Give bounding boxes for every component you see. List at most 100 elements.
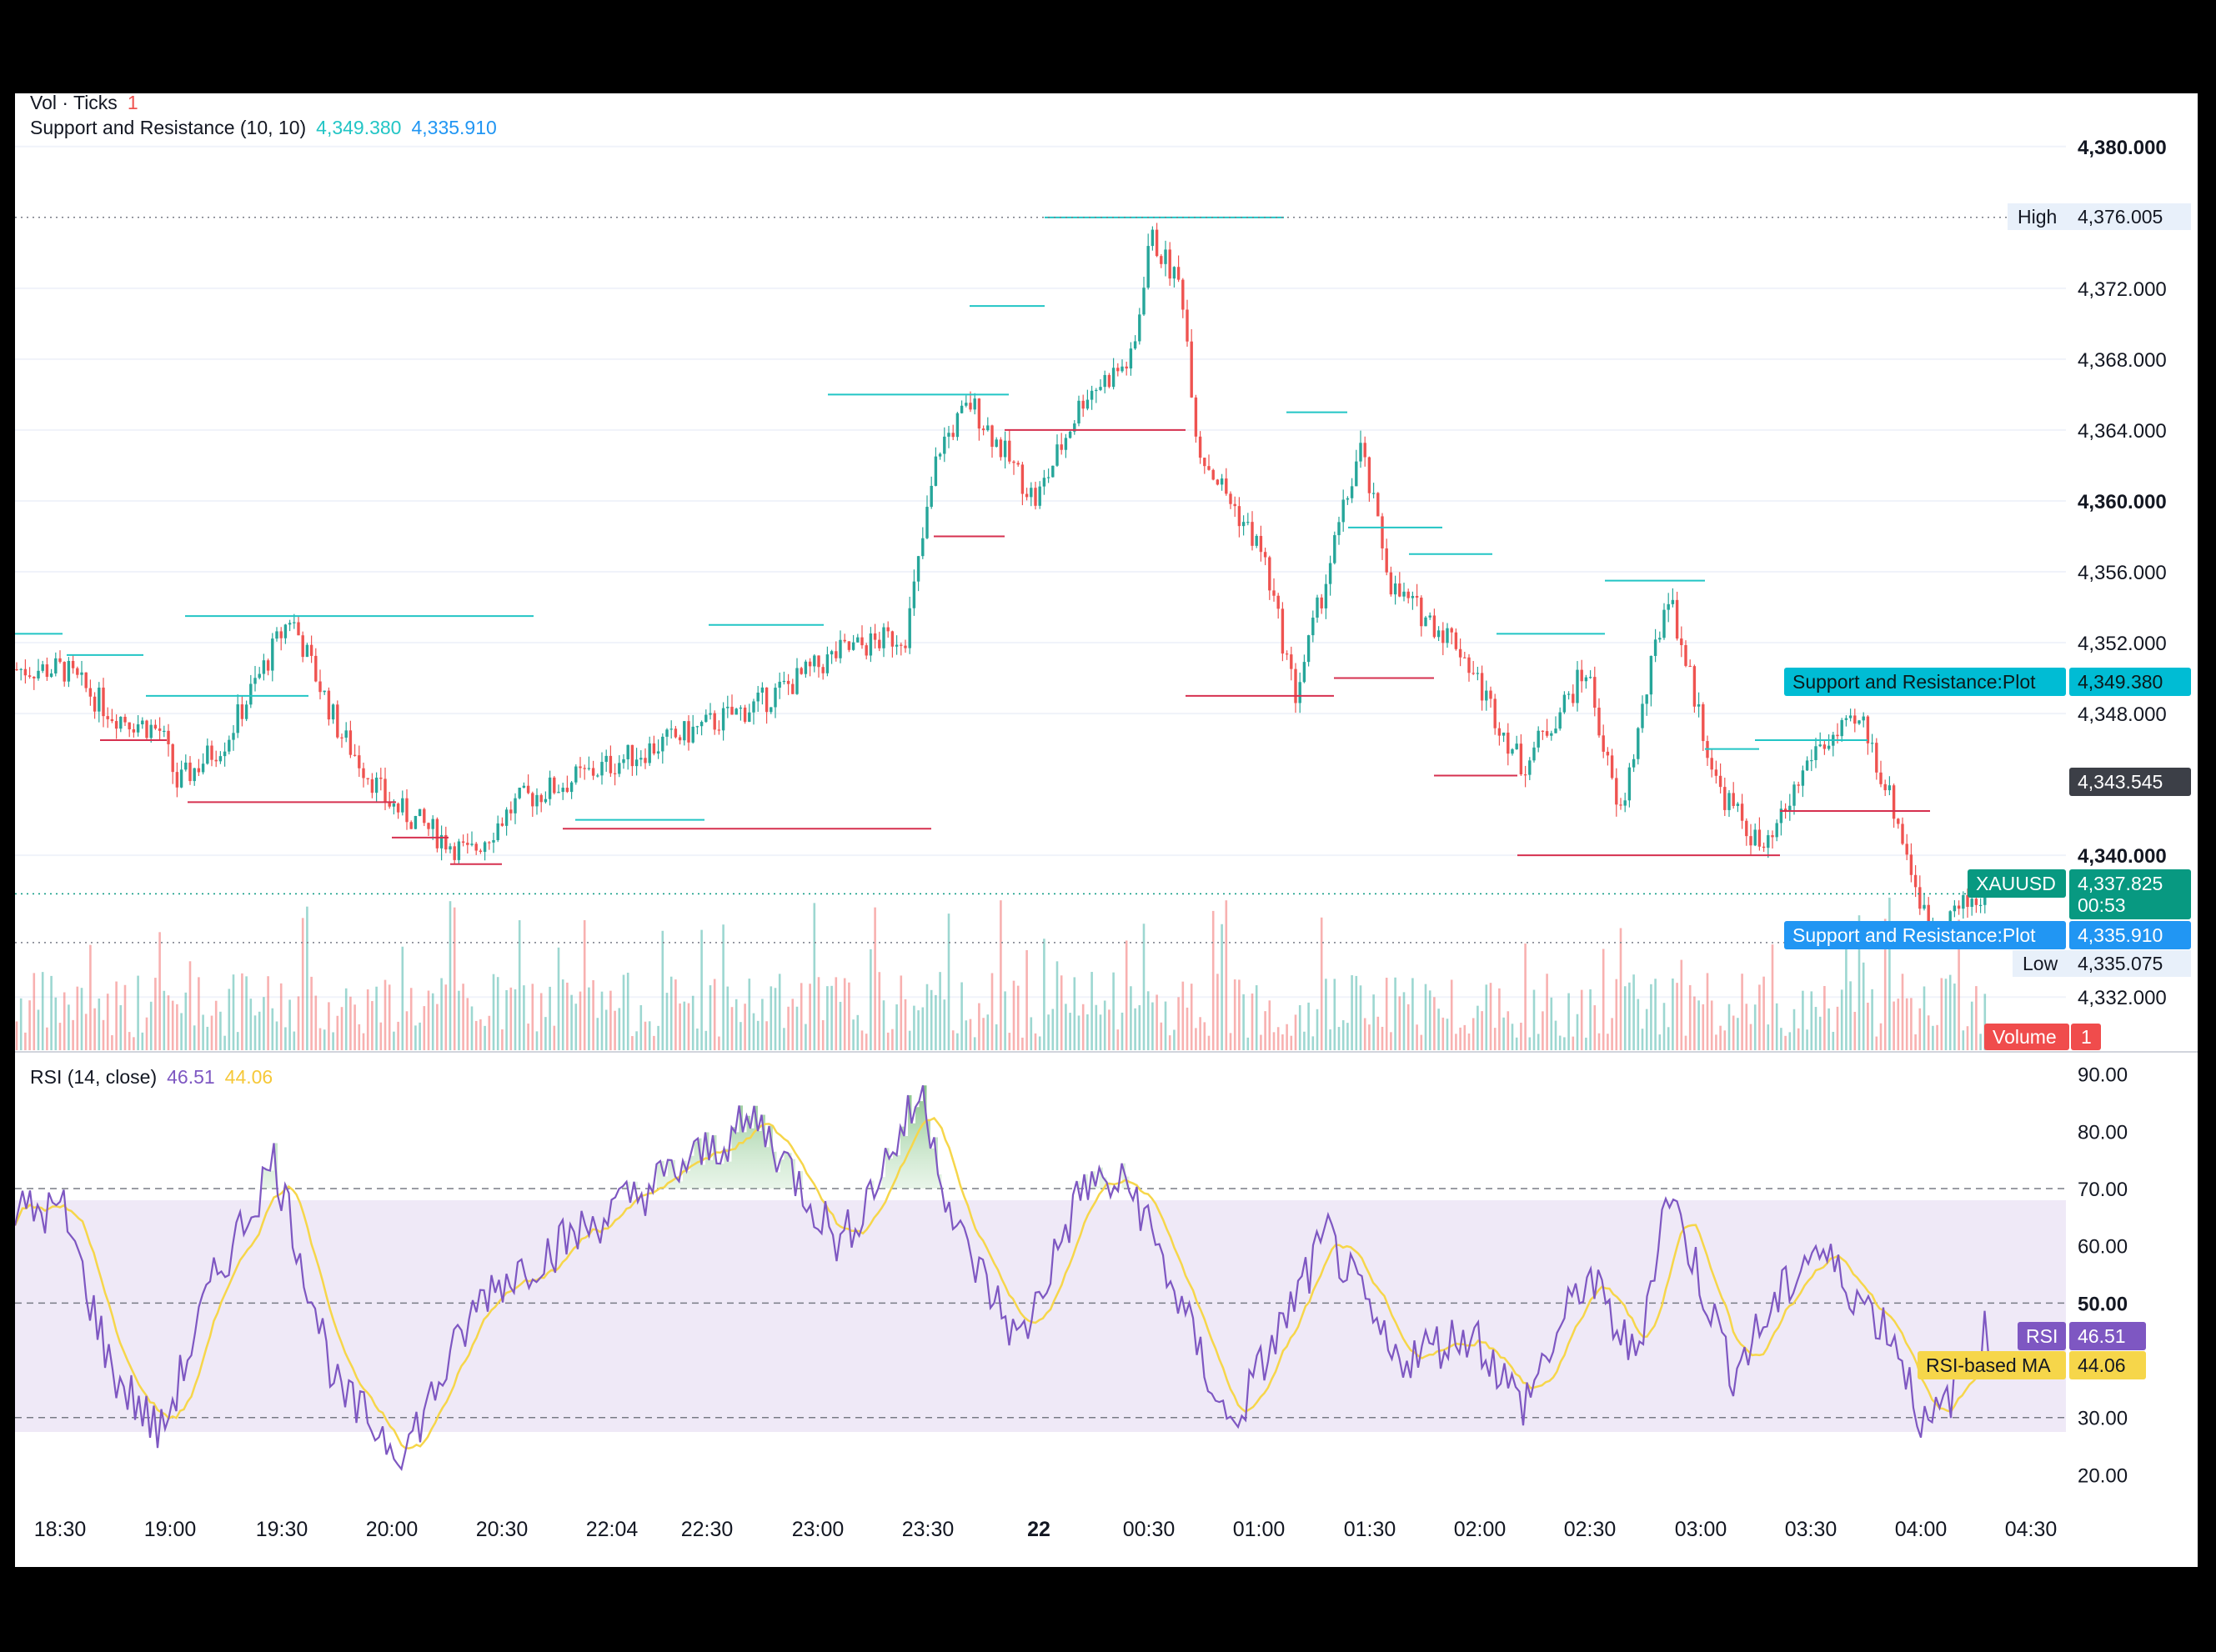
volume-bar <box>1272 1032 1276 1050</box>
candle-body <box>1948 911 1952 927</box>
candle-body <box>1064 438 1068 450</box>
volume-bar <box>1784 1035 1787 1050</box>
candle-body <box>630 744 634 767</box>
candle-body <box>995 439 998 448</box>
volume-bar <box>744 1004 746 1050</box>
volume-bar <box>1381 1026 1384 1050</box>
price-tick-label: 4,364.000 <box>2078 420 2167 443</box>
volume-bar <box>388 984 391 1050</box>
time-tick-label: 23:30 <box>902 1518 955 1541</box>
candle-body <box>839 639 842 658</box>
volume-bar <box>154 978 157 1050</box>
volume-bar <box>1073 977 1076 1050</box>
volume-bar <box>458 990 460 1050</box>
candle-body <box>1983 894 1987 905</box>
candle-body <box>1892 785 1896 819</box>
candle-body <box>102 687 105 717</box>
candle-body <box>930 485 933 508</box>
candle-body <box>1203 458 1206 467</box>
high-tag: High 4,376.005 <box>2008 203 2191 230</box>
candle-body <box>466 843 469 845</box>
volume-bar <box>791 999 795 1050</box>
volume-bar <box>375 986 378 1050</box>
volume-bar <box>1862 962 1865 1050</box>
candle-body <box>1337 522 1341 536</box>
volume-bar <box>1593 1005 1597 1050</box>
volume-bar <box>1130 986 1132 1050</box>
time-axis[interactable]: 18:30 19:00 19:30 20:00 20:30 22:04 22:30 23:00… <box>34 1518 2058 1541</box>
candle-body <box>869 633 873 656</box>
volume-bar <box>1341 1020 1345 1050</box>
volume-bar <box>1962 1030 1965 1050</box>
resistance-tag: Support and Resistance:Plot 4,349.380 <box>1784 668 2191 696</box>
candle-body <box>1246 522 1250 523</box>
volume-bar <box>133 1037 135 1050</box>
candle-body <box>1393 583 1397 595</box>
candle-body <box>1255 535 1258 546</box>
candle-body <box>522 785 526 788</box>
candle-body <box>1281 608 1285 654</box>
volume-bar <box>193 1025 196 1050</box>
volume-bar <box>1524 944 1527 1050</box>
rsi-axis[interactable]: 90.00 80.00 70.00 60.00 50.00 30.00 20.00 <box>2078 1064 2128 1488</box>
volume-bar <box>1827 1008 1830 1050</box>
candle-body <box>1879 772 1883 784</box>
candle-body <box>388 801 391 807</box>
candle-body <box>1020 464 1025 494</box>
volume-bar <box>1398 996 1401 1050</box>
candle-body <box>1012 461 1015 463</box>
candle-body <box>531 793 534 807</box>
volume-bar <box>882 1000 885 1050</box>
candle-body <box>431 818 434 829</box>
candle-body <box>865 645 868 656</box>
volume-bar <box>1645 1009 1648 1050</box>
volume-bar <box>943 999 946 1050</box>
volume-bar <box>1948 974 1952 1050</box>
volume-bar <box>665 993 669 1050</box>
volume-bar <box>1676 983 1678 1050</box>
volume-bar <box>604 1009 608 1050</box>
volume-bar <box>908 1030 911 1050</box>
candle-body <box>1619 804 1622 806</box>
candle-body <box>890 631 895 647</box>
volume-bar <box>1095 1004 1098 1050</box>
volume-bar <box>279 983 283 1050</box>
candle-body <box>947 433 950 437</box>
volume-bar <box>41 972 44 1050</box>
volume-bar <box>535 1031 539 1050</box>
candle-body <box>973 398 976 410</box>
volume-bar <box>1970 1001 1973 1050</box>
volume-bar <box>466 998 469 1050</box>
candle-body <box>266 660 270 671</box>
candle-body <box>1558 712 1562 729</box>
candle-body <box>1727 793 1731 810</box>
volume-bar <box>1498 988 1501 1050</box>
volume-bar <box>431 993 434 1050</box>
volume-bar <box>1507 1011 1510 1050</box>
volume-bar <box>98 999 101 1050</box>
volume-bar <box>1394 977 1396 1050</box>
volume-bar <box>614 1010 616 1050</box>
volume-bar <box>1658 1034 1662 1050</box>
candle-body <box>1003 440 1007 458</box>
resistance-tag-value: 4,349.380 <box>2078 671 2163 693</box>
volume-bar <box>1723 1030 1727 1050</box>
volume-bar <box>1662 1003 1666 1050</box>
candle-body <box>1385 548 1388 573</box>
candle-body <box>648 743 651 763</box>
volume-bar <box>63 992 66 1050</box>
candle-body <box>1883 783 1887 791</box>
volume-bar <box>669 976 673 1050</box>
candle-body <box>1814 746 1817 760</box>
price-axis[interactable]: 4,380.000 4,372.000 4,368.000 4,364.000 4,36… <box>2078 137 2167 1009</box>
volume-bar <box>202 1014 204 1050</box>
candle-body <box>1099 387 1102 390</box>
candle-body <box>362 768 365 778</box>
candle-body <box>1333 535 1336 563</box>
candle-body <box>123 716 127 723</box>
volume-tag: Volume 1 <box>1984 1024 2101 1050</box>
volume-bar <box>947 914 950 1050</box>
candle-body <box>925 507 929 538</box>
volume-bar <box>969 1019 972 1050</box>
